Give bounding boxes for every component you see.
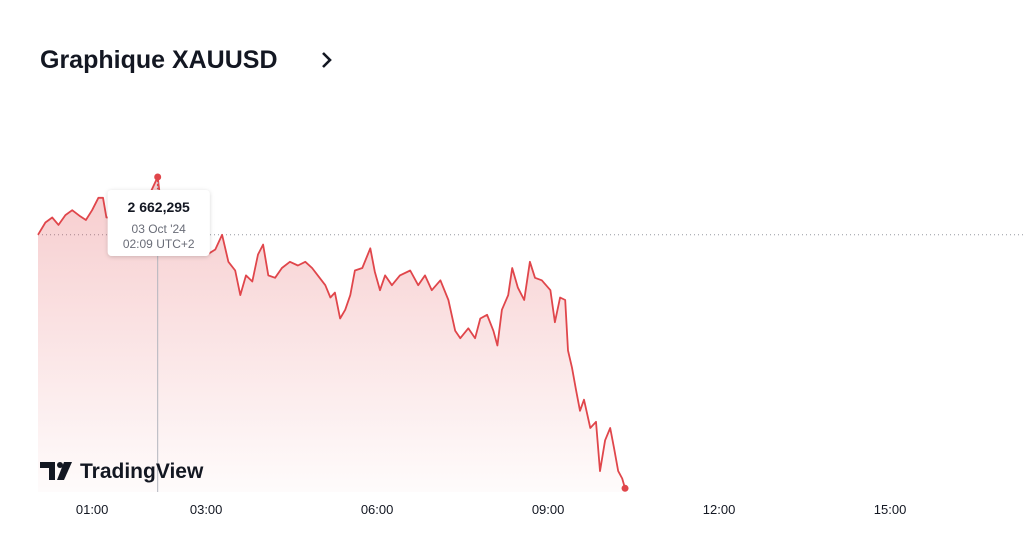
x-tick-label: 06:00 bbox=[361, 502, 394, 517]
chevron-icon[interactable] bbox=[322, 52, 332, 68]
last-point bbox=[621, 484, 629, 492]
tooltip-time: 02:09 UTC+2 bbox=[123, 237, 195, 251]
x-tick-label: 01:00 bbox=[76, 502, 109, 517]
x-tick-label: 09:00 bbox=[532, 502, 565, 517]
x-tick-label: 15:00 bbox=[874, 502, 907, 517]
x-tick-label: 12:00 bbox=[703, 502, 736, 517]
brand-logo bbox=[40, 462, 72, 480]
brand-name: TradingView bbox=[80, 460, 204, 483]
tooltip-box bbox=[107, 189, 210, 256]
x-tick-label: 03:00 bbox=[190, 502, 223, 517]
crosshair-point bbox=[154, 173, 162, 181]
tooltip-date: 03 Oct '24 bbox=[132, 222, 187, 236]
chart-title[interactable]: Graphique XAUUSD bbox=[40, 46, 278, 74]
tooltip-value: 2 662,295 bbox=[128, 199, 190, 215]
